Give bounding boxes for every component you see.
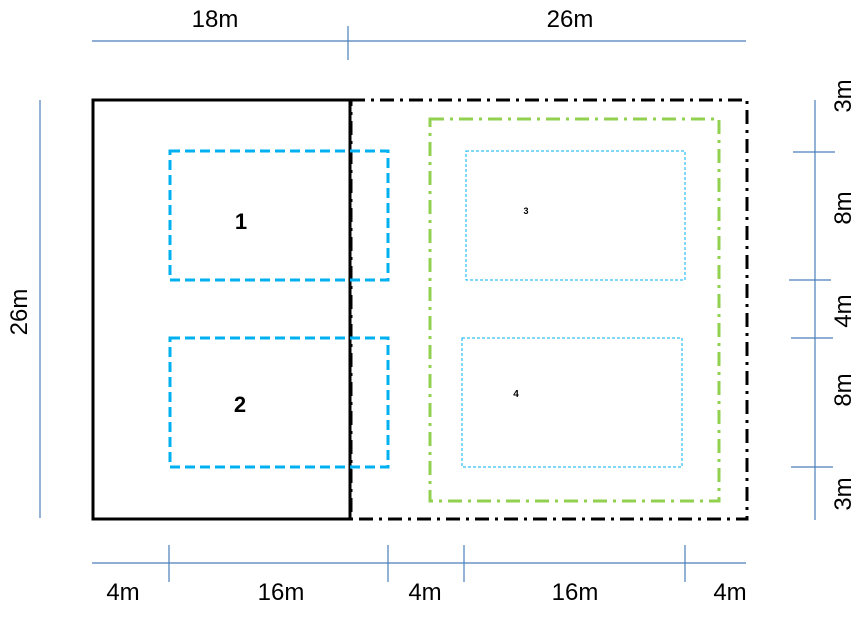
right-dimension: 3m 8m 4m 8m 3m — [789, 79, 857, 520]
left-dimension-label: 26m — [6, 289, 33, 336]
bottom-dimension-label: 4m — [713, 579, 746, 606]
right-dimension-label: 8m — [830, 191, 857, 224]
zone-2-label: 2 — [234, 392, 246, 417]
left-dimension: 26m — [6, 100, 41, 518]
dashdot-boundary — [349, 98, 749, 521]
top-dimension-label: 18m — [192, 6, 239, 33]
right-dimension-label: 3m — [830, 477, 857, 510]
top-dimension: 18m 26m — [92, 6, 746, 60]
bottom-dimension-label: 4m — [408, 579, 441, 606]
bottom-dimension-label: 4m — [106, 579, 139, 606]
bottom-dimension: 4m 16m 4m 16m 4m — [92, 545, 747, 606]
top-dimension-label: 26m — [547, 6, 594, 33]
solid-boundary — [91, 98, 352, 521]
zone-4-label: 4 — [513, 389, 519, 400]
zone-2 — [168, 336, 390, 469]
right-dimension-label: 4m — [830, 294, 857, 327]
green-dashdot-boundary — [428, 117, 721, 503]
zone-3-label: 3 — [523, 206, 528, 216]
zone-1-label: 1 — [235, 209, 247, 234]
zone-1 — [168, 149, 390, 282]
bottom-dimension-label: 16m — [258, 579, 305, 606]
zone-3 — [465, 150, 686, 281]
zone-4 — [461, 337, 683, 468]
right-dimension-label: 8m — [830, 373, 857, 406]
right-dimension-label: 3m — [830, 79, 857, 112]
bottom-dimension-label: 16m — [552, 579, 599, 606]
